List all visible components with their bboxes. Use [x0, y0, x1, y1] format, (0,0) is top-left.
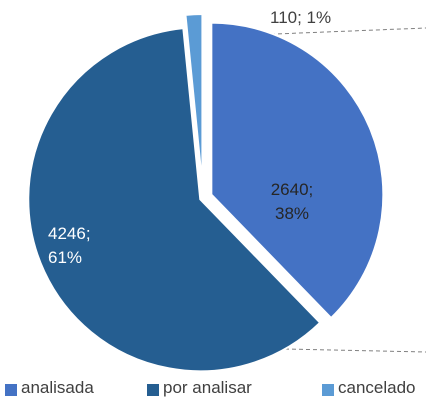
data-label: 4246; 61% — [48, 224, 91, 267]
legend-label: por analisar — [163, 378, 252, 397]
connector-line — [284, 348, 426, 353]
pie-slice — [210, 21, 385, 320]
legend-swatch — [5, 384, 17, 396]
legend-swatch — [147, 384, 159, 396]
legend-label: cancelado — [338, 378, 416, 397]
data-label: 110; 1% — [270, 8, 332, 27]
legend-label: analisada — [21, 378, 94, 397]
legend-swatch — [322, 384, 334, 396]
data-label: 2640; 38% — [270, 180, 314, 223]
pie-slice — [184, 13, 204, 187]
connector-line — [249, 27, 426, 36]
pie-slice — [27, 27, 322, 373]
